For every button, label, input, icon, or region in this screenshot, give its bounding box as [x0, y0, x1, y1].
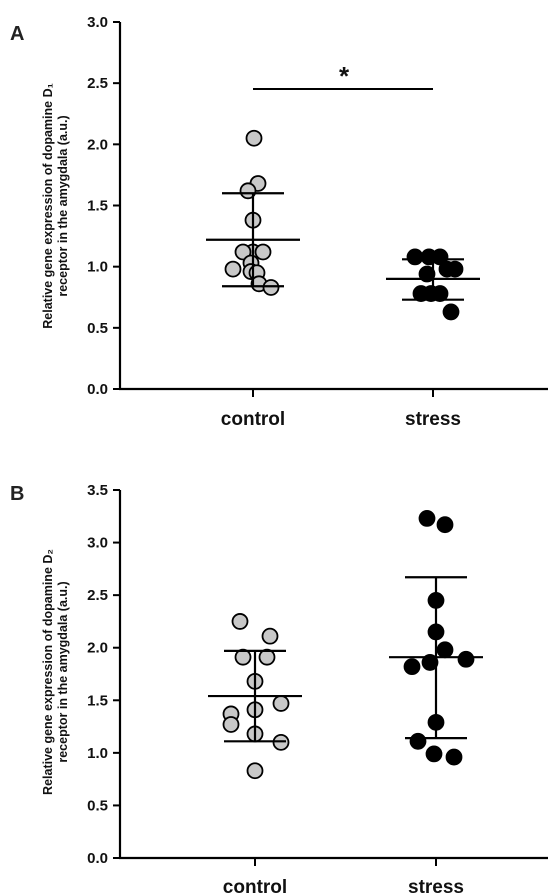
y-axis-label: receptor in the amygdala (a.u.) [56, 115, 70, 296]
y-tick-label: 1.0 [87, 259, 108, 276]
y-tick-label: 1.0 [87, 745, 108, 762]
data-point [418, 265, 436, 283]
data-point [403, 658, 421, 676]
data-point [457, 650, 475, 668]
category-label: stress [405, 409, 461, 430]
data-point [442, 303, 460, 321]
panel-letter: A [10, 23, 24, 45]
data-point [261, 627, 279, 645]
panel-letter: B [10, 483, 24, 505]
y-axis-label: Relative gene expression of dopamine D₂ [41, 549, 55, 795]
y-axis-label: receptor in the amygdala (a.u.) [56, 581, 70, 762]
y-tick-label: 3.0 [87, 14, 108, 31]
category-label: control [221, 409, 285, 430]
data-point [446, 260, 464, 278]
data-point [262, 279, 280, 296]
y-tick-label: 0.0 [87, 850, 108, 867]
data-point [224, 260, 242, 278]
data-point [436, 516, 454, 534]
data-point [436, 641, 454, 659]
y-tick-label: 0.5 [87, 797, 108, 814]
y-tick-label: 2.0 [87, 640, 108, 657]
y-tick-label: 0.0 [87, 381, 108, 398]
data-point [254, 243, 272, 261]
data-point [421, 654, 439, 671]
y-tick-label: 2.0 [87, 136, 108, 153]
category-label: control [223, 877, 287, 896]
data-point [406, 248, 424, 266]
y-tick-label: 2.5 [87, 75, 108, 92]
data-point [258, 648, 276, 666]
data-point [431, 248, 449, 266]
data-point [445, 748, 463, 766]
data-point [234, 648, 252, 666]
y-tick-label: 2.5 [87, 587, 108, 604]
y-tick-label: 0.5 [87, 320, 108, 337]
data-point [222, 716, 240, 733]
data-point [246, 762, 264, 780]
data-point [418, 509, 436, 527]
y-tick-label: 1.5 [87, 198, 108, 215]
data-point [245, 129, 263, 147]
data-point [425, 745, 443, 763]
data-point [409, 732, 427, 750]
y-tick-label: 1.5 [87, 692, 108, 709]
y-axis-label: Relative gene expression of dopamine D₁ [41, 83, 55, 329]
y-tick-label: 3.0 [87, 535, 108, 552]
data-point [239, 182, 257, 200]
significance-marker: * [339, 61, 350, 91]
data-point [272, 695, 290, 712]
category-label: stress [408, 877, 464, 896]
y-tick-label: 3.5 [87, 482, 108, 499]
data-point [234, 243, 252, 261]
data-point [231, 613, 249, 630]
